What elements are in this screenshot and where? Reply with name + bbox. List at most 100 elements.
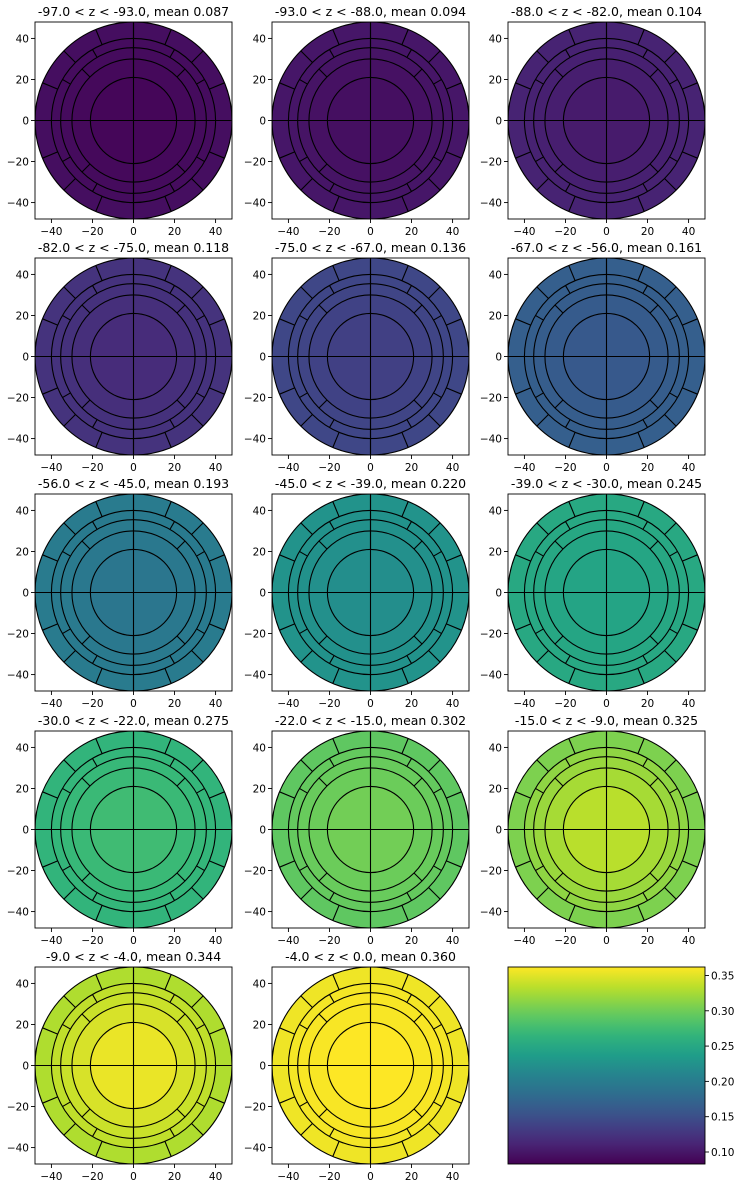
x-tick-label: 40 <box>446 935 459 947</box>
sector-spoke <box>176 635 186 645</box>
sector-spoke <box>554 872 564 882</box>
y-tick-label: 40 <box>489 33 502 45</box>
sector-spoke <box>637 29 645 45</box>
sector-spoke <box>318 68 328 78</box>
y-tick-label: 20 <box>16 1019 29 1031</box>
sector-spoke <box>91 892 98 901</box>
sector-spoke <box>406 758 413 767</box>
sector-spoke <box>95 1141 103 1157</box>
sector-spoke <box>401 905 409 921</box>
sector-spoke <box>554 777 564 787</box>
sector-spoke <box>564 892 571 901</box>
sector-spoke <box>196 787 205 794</box>
subplot-title: -97.0 < z < -93.0, mean 0.087 <box>38 4 229 19</box>
sector-spoke <box>413 872 423 882</box>
sector-spoke <box>164 668 172 684</box>
sector-spoke <box>535 156 544 163</box>
y-tick-label: 20 <box>489 783 502 795</box>
sector-spoke <box>568 501 576 517</box>
sector-spoke <box>176 68 186 78</box>
sector-spoke <box>63 650 76 663</box>
x-tick-label: 40 <box>682 462 695 474</box>
sector-spoke <box>428 178 441 191</box>
sector-spoke <box>169 521 176 530</box>
subplot-12: −40 −20 0 20 40 40 20 0 −20 −40 -15.0 < z < -9.0, … <box>480 713 706 947</box>
subplot-title: -9.0 < z < -4.0, mean 0.344 <box>46 949 221 964</box>
sector-spoke <box>642 521 649 530</box>
sector-spoke <box>300 414 313 427</box>
x-tick-label: −40 <box>513 226 535 238</box>
y-tick-label: −40 <box>7 670 29 682</box>
sector-spoke <box>637 668 645 684</box>
sector-spoke <box>176 304 186 314</box>
y-tick-label: −40 <box>480 670 502 682</box>
subplot-11: −40 −20 0 20 40 40 20 0 −20 −40 -22.0 < z < -15.0,… <box>244 713 470 947</box>
sector-spoke <box>649 872 659 882</box>
x-tick-label: 0 <box>603 226 610 238</box>
sector-spoke <box>63 50 76 63</box>
sector-spoke <box>682 791 698 799</box>
sector-spoke <box>81 540 91 550</box>
x-tick-label: −20 <box>554 226 576 238</box>
sector-spoke <box>42 387 58 395</box>
y-tick-label: 40 <box>253 742 266 754</box>
sector-spoke <box>649 163 659 173</box>
sector-spoke <box>332 29 340 45</box>
sector-spoke <box>406 892 413 901</box>
sector-spoke <box>81 1013 91 1023</box>
y-tick-label: 20 <box>253 310 266 322</box>
x-tick-label: 0 <box>367 935 374 947</box>
y-tick-label: 0 <box>495 825 502 837</box>
sector-spoke <box>300 887 313 900</box>
y-tick-label: −20 <box>244 157 266 169</box>
x-tick-label: −40 <box>277 462 299 474</box>
sector-spoke <box>568 668 576 684</box>
x-tick-label: −40 <box>513 935 535 947</box>
polar-sectors <box>272 258 469 455</box>
subplot-title: -45.0 < z < -39.0, mean 0.220 <box>275 476 466 491</box>
sector-spoke <box>536 650 549 663</box>
sector-spoke <box>669 550 678 557</box>
y-tick-label: 40 <box>16 269 29 281</box>
sector-spoke <box>413 1013 423 1023</box>
x-tick-label: −20 <box>81 226 103 238</box>
y-tick-label: −40 <box>480 198 502 210</box>
y-tick-label: 20 <box>16 546 29 558</box>
sector-spoke <box>63 759 76 772</box>
sector-spoke <box>428 1123 441 1136</box>
sector-spoke <box>62 392 71 399</box>
x-tick-label: 20 <box>168 1171 181 1183</box>
colorbar-tick-label: 0.35 <box>711 970 734 982</box>
sector-spoke <box>299 1023 308 1030</box>
sector-spoke <box>42 791 58 799</box>
sector-spoke <box>413 1108 423 1118</box>
sector-spoke <box>81 777 91 787</box>
x-tick-label: −20 <box>554 462 576 474</box>
sector-spoke <box>664 50 677 63</box>
x-tick-label: 0 <box>367 698 374 710</box>
x-tick-label: 20 <box>405 1171 418 1183</box>
sector-spoke <box>176 1108 186 1118</box>
sector-spoke <box>91 758 98 767</box>
colorbar-fill <box>507 966 706 1165</box>
x-tick-label: 20 <box>168 698 181 710</box>
sector-spoke <box>401 668 409 684</box>
sector-spoke <box>332 1141 340 1157</box>
sector-spoke <box>169 183 176 192</box>
sector-spoke <box>42 554 58 562</box>
sector-spoke <box>62 314 71 321</box>
sector-spoke <box>62 628 71 635</box>
sector-spoke <box>164 29 172 45</box>
sector-spoke <box>196 314 205 321</box>
sector-spoke <box>564 183 571 192</box>
sector-spoke <box>95 265 103 281</box>
sector-spoke <box>191 414 204 427</box>
sector-spoke <box>164 196 172 212</box>
sector-spoke <box>642 758 649 767</box>
sector-spoke <box>300 650 313 663</box>
subplot-title: -30.0 < z < -22.0, mean 0.275 <box>38 713 229 728</box>
subplot-title: -93.0 < z < -88.0, mean 0.094 <box>275 4 466 19</box>
y-tick-label: 40 <box>16 978 29 990</box>
sector-spoke <box>649 304 659 314</box>
